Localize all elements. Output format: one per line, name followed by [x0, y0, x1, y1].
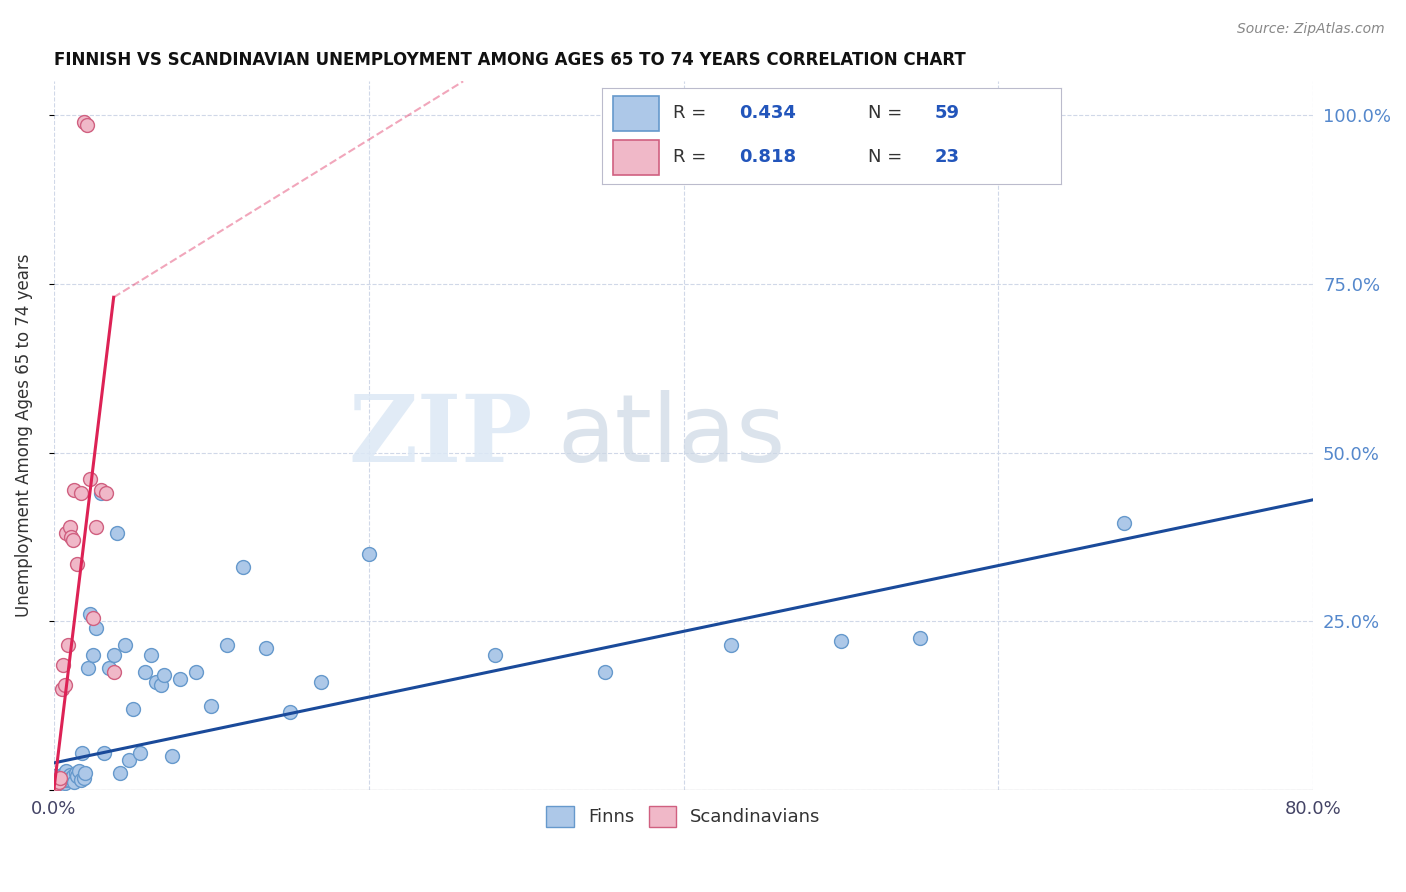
Point	[232, 560, 254, 574]
Point	[63, 483, 86, 497]
Point	[46, 776, 69, 790]
Point	[215, 638, 238, 652]
Point	[66, 769, 89, 783]
Point	[46, 772, 69, 787]
Point	[720, 638, 742, 652]
Text: atlas: atlas	[558, 390, 786, 482]
Point	[62, 533, 84, 548]
Point	[77, 661, 100, 675]
Point	[65, 766, 87, 780]
Point	[82, 611, 104, 625]
Point	[105, 526, 128, 541]
Point	[60, 771, 83, 785]
Point	[60, 530, 83, 544]
Point	[69, 772, 91, 787]
Point	[69, 486, 91, 500]
Point	[145, 675, 167, 690]
Point	[830, 634, 852, 648]
Point	[90, 486, 112, 500]
Point	[58, 520, 80, 534]
Point	[51, 681, 73, 696]
Point	[160, 749, 183, 764]
Text: Source: ZipAtlas.com: Source: ZipAtlas.com	[1237, 22, 1385, 37]
Legend: Finns, Scandinavians: Finns, Scandinavians	[540, 798, 828, 834]
Point	[66, 557, 89, 571]
Point	[55, 772, 77, 787]
Point	[153, 668, 176, 682]
Point	[108, 766, 131, 780]
Point	[53, 776, 76, 790]
Point	[97, 661, 120, 675]
Point	[94, 486, 117, 500]
Point	[70, 746, 93, 760]
Point	[114, 638, 136, 652]
Point	[129, 746, 152, 760]
Point	[1114, 516, 1136, 531]
Point	[49, 771, 72, 785]
Point	[357, 547, 380, 561]
Point	[86, 621, 108, 635]
Point	[593, 665, 616, 679]
Point	[55, 764, 77, 778]
Point	[484, 648, 506, 662]
Point	[90, 483, 112, 497]
Point	[93, 746, 115, 760]
Point	[51, 768, 73, 782]
Point	[52, 658, 75, 673]
Point	[254, 641, 277, 656]
Point	[44, 778, 66, 792]
Point	[86, 520, 108, 534]
Point	[141, 648, 163, 662]
Point	[200, 698, 222, 713]
Point	[44, 769, 66, 783]
Y-axis label: Unemployment Among Ages 65 to 74 years: Unemployment Among Ages 65 to 74 years	[15, 254, 32, 617]
Point	[53, 678, 76, 692]
Point	[56, 638, 79, 652]
Point	[48, 776, 70, 790]
Point	[184, 665, 207, 679]
Point	[908, 631, 931, 645]
Point	[63, 774, 86, 789]
Point	[49, 771, 72, 785]
Point	[56, 771, 79, 785]
Point	[121, 702, 143, 716]
Point	[52, 772, 75, 787]
Point	[169, 672, 191, 686]
Point	[53, 766, 76, 780]
Point	[134, 665, 156, 679]
Point	[311, 675, 333, 690]
Point	[82, 648, 104, 662]
Point	[48, 774, 70, 789]
Text: FINNISH VS SCANDINAVIAN UNEMPLOYMENT AMONG AGES 65 TO 74 YEARS CORRELATION CHART: FINNISH VS SCANDINAVIAN UNEMPLOYMENT AMO…	[53, 51, 966, 69]
Point	[118, 753, 141, 767]
Point	[58, 768, 80, 782]
Point	[55, 526, 77, 541]
Point	[103, 648, 125, 662]
Point	[73, 771, 96, 785]
Point	[149, 678, 172, 692]
Point	[79, 473, 101, 487]
Point	[79, 607, 101, 622]
Point	[278, 706, 301, 720]
Text: ZIP: ZIP	[349, 391, 533, 481]
Point	[73, 115, 96, 129]
Point	[51, 774, 73, 789]
Point	[76, 118, 98, 132]
Point	[58, 772, 80, 787]
Point	[103, 665, 125, 679]
Point	[62, 769, 84, 783]
Point	[75, 766, 97, 780]
Point	[67, 764, 90, 778]
